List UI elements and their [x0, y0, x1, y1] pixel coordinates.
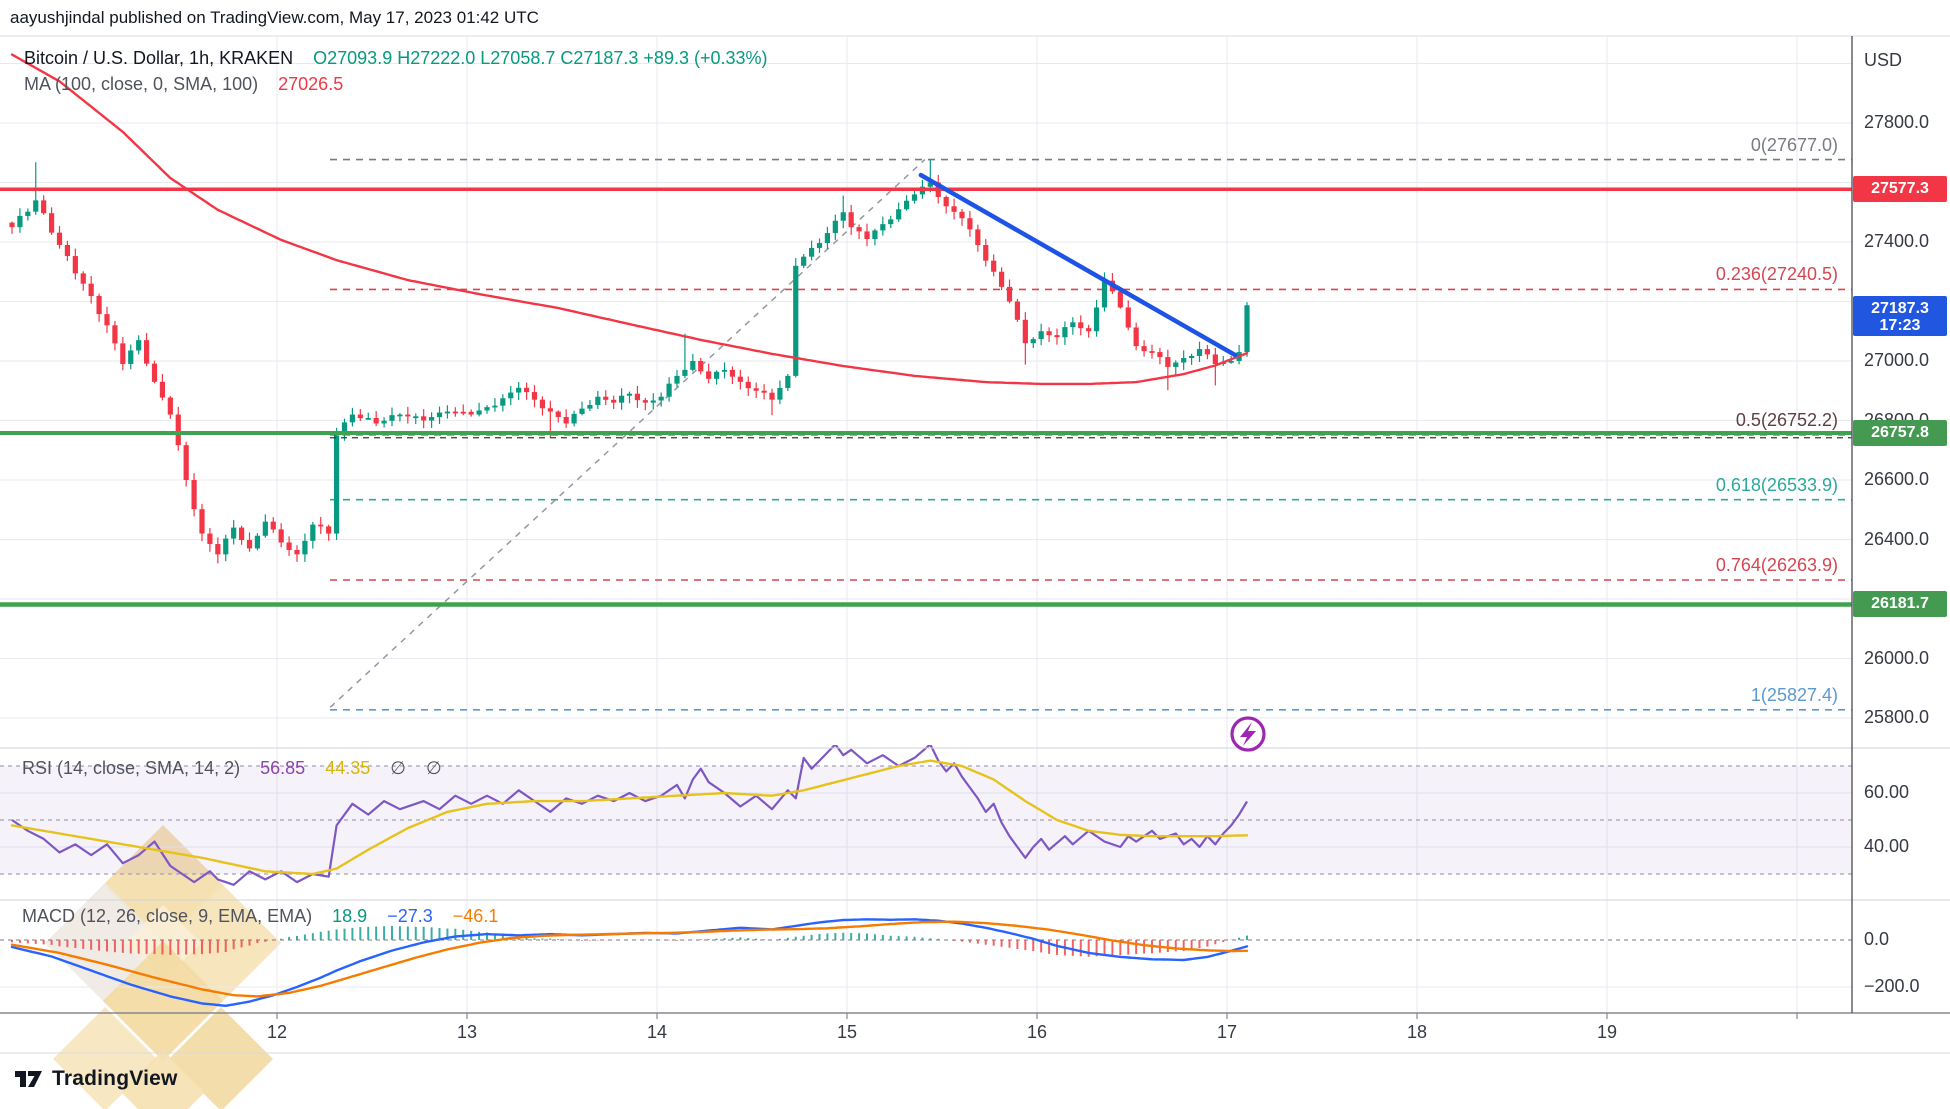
rsi-axis-label: 40.00: [1864, 836, 1910, 856]
tradingview-watermark: [45, 825, 281, 1109]
fib-level-label: 0(27677.0): [1750, 134, 1838, 155]
rsi-empty-marker-2: ∅: [426, 758, 442, 778]
macd-line-value: −27.3: [387, 906, 433, 926]
rsi-line: [11, 745, 1248, 886]
time-axis-label: 12: [266, 1022, 288, 1042]
macd-legend[interactable]: MACD (12, 26, close, 9, EMA, EMA) 18.9 −…: [22, 906, 498, 927]
time-axis-label: 14: [646, 1022, 668, 1042]
rsi-value: 56.85: [260, 758, 306, 778]
fib-level-label: 0.236(27240.5): [1715, 264, 1838, 285]
macd-signal-value: −46.1: [452, 906, 499, 926]
time-axis-label: 19: [1596, 1022, 1618, 1042]
support-price-tag: 26181.7: [1853, 591, 1947, 618]
publish-header: aayushjindal published on TradingView.co…: [0, 0, 1950, 36]
ma-legend[interactable]: MA (100, close, 0, SMA, 100) 27026.5: [24, 74, 343, 95]
time-axis-label: 15: [836, 1022, 858, 1042]
symbol-legend[interactable]: Bitcoin / U.S. Dollar, 1h, KRAKEN O27093…: [24, 48, 768, 69]
price-axis-label: 27000.0: [1864, 350, 1930, 370]
fib-level-label: 0.764(26263.9): [1715, 554, 1838, 575]
macd-axis-label: −200.0: [1864, 976, 1920, 996]
price-axis-label: 27400.0: [1864, 231, 1930, 251]
price-axis-label: 27800.0: [1864, 112, 1930, 132]
ma-label: MA (100, close, 0, SMA, 100): [24, 74, 259, 94]
macd-hist-value: 18.9: [332, 906, 368, 926]
tradingview-logo-text: TradingView: [52, 1067, 178, 1090]
price-axis-currency: USD: [1864, 50, 1903, 70]
price-axis-label: 26000.0: [1864, 647, 1930, 668]
ma-value: 27026.5: [278, 74, 344, 94]
time-axis-label: 18: [1406, 1022, 1428, 1042]
rsi-empty-marker-1: ∅: [390, 758, 406, 778]
rsi-label: RSI (14, close, SMA, 14, 2): [22, 758, 241, 778]
price-axis-label: 26600.0: [1864, 469, 1930, 489]
trendline: [918, 172, 1238, 358]
rsi-sma-value: 44.35: [325, 758, 371, 778]
publish-header-text: aayushjindal published on TradingView.co…: [10, 8, 539, 27]
price-axis-label: 26400.0: [1864, 528, 1930, 549]
lightning-marker[interactable]: [1230, 716, 1266, 752]
support-price-tag: 26757.8: [1853, 420, 1947, 447]
fib-baseline: [329, 159, 926, 708]
last-price-price-tag: 27187.3 17:23: [1853, 296, 1947, 337]
price-axis-label: 25800.0: [1864, 707, 1930, 727]
fib-level-label: 0.5(26752.2): [1735, 409, 1838, 430]
candles: [9, 159, 1250, 564]
fib-level-label: 1(25827.4): [1750, 684, 1838, 705]
macd-label: MACD (12, 26, close, 9, EMA, EMA): [22, 906, 313, 926]
time-axis-label: 13: [456, 1022, 478, 1042]
ohlc-values: O27093.9 H27222.0 L27058.7 C27187.3 +89.…: [313, 48, 768, 68]
time-axis-label: 17: [1216, 1022, 1238, 1042]
time-axis-label: 16: [1026, 1022, 1048, 1042]
rsi-legend[interactable]: RSI (14, close, SMA, 14, 2) 56.85 44.35 …: [22, 758, 442, 779]
tradingview-logo-icon: [15, 1071, 42, 1087]
fib-level-label: 0.618(26533.9): [1715, 474, 1838, 495]
resistance-price-tag: 27577.3: [1853, 176, 1947, 203]
symbol-title: Bitcoin / U.S. Dollar, 1h, KRAKEN: [24, 48, 294, 68]
rsi-axis-label: 60.00: [1864, 782, 1910, 802]
macd-axis-label: 0.0: [1864, 929, 1890, 949]
tradingview-logo[interactable]: TradingView: [14, 1066, 178, 1092]
